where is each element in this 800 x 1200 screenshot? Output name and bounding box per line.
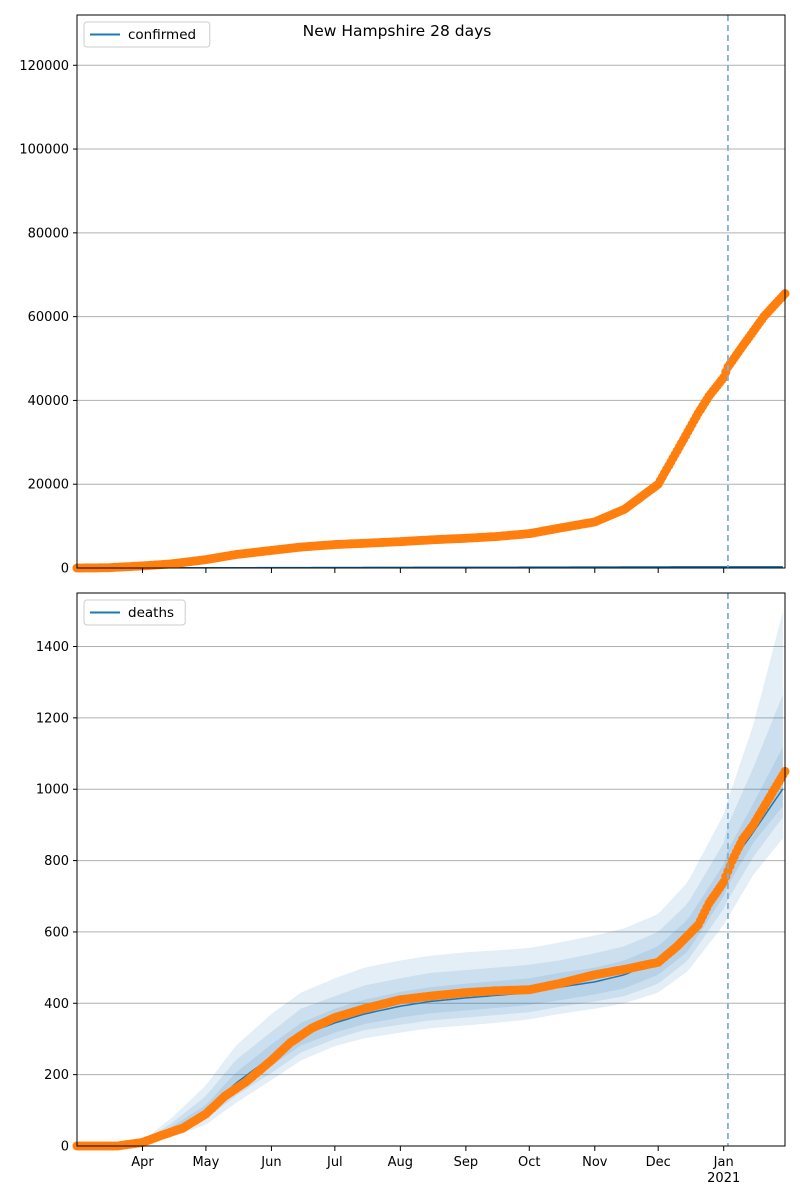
x-tick-label: Aug	[388, 1155, 413, 1170]
legend-label: confirmed	[128, 27, 196, 43]
y-tick-label: 40000	[28, 394, 69, 409]
y-tick-label: 80000	[28, 226, 69, 241]
y-tick-label: 1000	[36, 783, 69, 798]
plot-frame	[76, 592, 786, 1147]
x-year-label: 2021	[707, 1171, 740, 1186]
x-tick-label: Apr	[131, 1155, 154, 1170]
x-tick-label: Jan	[713, 1155, 734, 1170]
y-tick-label: 600	[44, 925, 69, 940]
plot-frame	[76, 14, 786, 569]
y-tick-label: 0	[61, 562, 69, 577]
y-tick-label: 1400	[36, 640, 69, 655]
y-tick-label: 60000	[28, 310, 69, 325]
x-tick-label: Jun	[260, 1155, 281, 1170]
x-tick-label: Nov	[582, 1155, 608, 1170]
legend-label: deaths	[128, 605, 174, 621]
x-tick-label: Oct	[518, 1155, 540, 1170]
chart-title: New Hampshire 28 days	[303, 22, 492, 40]
legend-box	[83, 599, 186, 626]
deaths-panel: 0 200 400 600 800 1000 1200 1400 deaths	[36, 592, 790, 1155]
y-tick-label: 1200	[36, 711, 69, 726]
confidence-band-outer	[77, 611, 783, 1146]
y-tick-label: 200	[44, 1068, 69, 1083]
x-tick-label: Dec	[646, 1155, 671, 1170]
y-tick-label: 0	[61, 1140, 69, 1155]
y-tick-label: 120000	[19, 59, 69, 74]
x-tick-label: May	[192, 1155, 219, 1170]
legend: confirmed	[83, 21, 211, 48]
y-tick-label: 400	[44, 997, 69, 1012]
y-tick-label: 20000	[28, 478, 69, 493]
x-tick-label: Sep	[454, 1155, 479, 1170]
confirmed-panel: 0 20000 40000 60000 80000 100000 120000 confirm…	[19, 14, 790, 577]
y-tick-label: 100000	[19, 143, 69, 158]
legend-box	[83, 21, 211, 48]
x-tick-label: Jul	[326, 1155, 343, 1170]
confidence-band-middle	[77, 694, 783, 1146]
y-tick-label: 800	[44, 854, 69, 869]
legend: deaths	[83, 599, 186, 626]
